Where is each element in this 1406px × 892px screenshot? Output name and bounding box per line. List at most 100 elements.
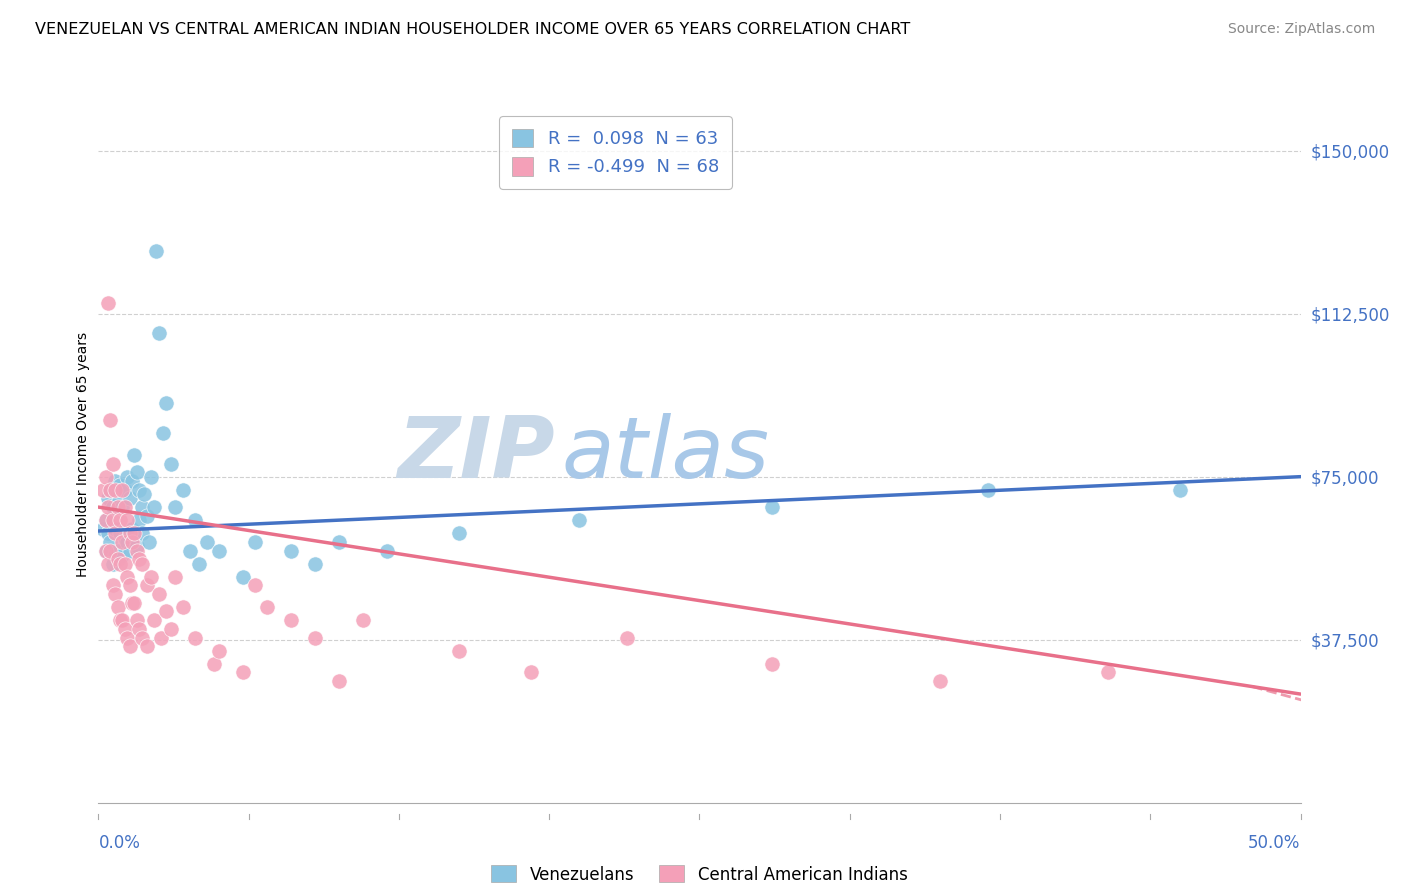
Y-axis label: Householder Income Over 65 years: Householder Income Over 65 years xyxy=(76,333,90,577)
Point xyxy=(195,535,218,549)
Point xyxy=(111,483,134,497)
Point xyxy=(352,613,374,627)
Point xyxy=(108,478,131,492)
Point xyxy=(132,487,155,501)
Point xyxy=(94,543,117,558)
Legend: Venezuelans, Central American Indians: Venezuelans, Central American Indians xyxy=(484,857,915,892)
Point xyxy=(1097,665,1119,680)
Point xyxy=(104,522,127,536)
Point xyxy=(131,526,153,541)
Point xyxy=(107,496,129,510)
Point xyxy=(111,613,134,627)
Point xyxy=(128,513,150,527)
Point xyxy=(91,483,114,497)
Point xyxy=(125,539,148,553)
Text: ZIP: ZIP xyxy=(398,413,555,497)
Point xyxy=(104,526,127,541)
Point xyxy=(202,657,225,671)
Point xyxy=(101,557,124,571)
Point xyxy=(304,557,326,571)
Point xyxy=(108,526,131,541)
Point xyxy=(100,543,122,558)
Text: VENEZUELAN VS CENTRAL AMERICAN INDIAN HOUSEHOLDER INCOME OVER 65 YEARS CORRELATI: VENEZUELAN VS CENTRAL AMERICAN INDIAN HO… xyxy=(35,22,911,37)
Point xyxy=(118,526,141,541)
Point xyxy=(94,513,117,527)
Point xyxy=(128,483,150,497)
Point xyxy=(104,483,127,497)
Point xyxy=(172,600,194,615)
Point xyxy=(104,587,127,601)
Point xyxy=(149,631,172,645)
Point xyxy=(108,513,131,527)
Point xyxy=(208,643,231,657)
Point xyxy=(304,631,326,645)
Point xyxy=(183,631,205,645)
Point xyxy=(243,535,266,549)
Point xyxy=(121,474,143,488)
Point xyxy=(118,491,141,506)
Point xyxy=(159,457,181,471)
Point xyxy=(97,526,120,541)
Point xyxy=(232,570,254,584)
Point xyxy=(114,622,136,636)
Point xyxy=(128,552,150,566)
Point xyxy=(243,578,266,592)
Point xyxy=(375,543,398,558)
Text: Source: ZipAtlas.com: Source: ZipAtlas.com xyxy=(1227,22,1375,37)
Point xyxy=(117,513,139,527)
Point xyxy=(97,557,120,571)
Point xyxy=(124,526,146,541)
Point xyxy=(124,596,146,610)
Point xyxy=(148,587,170,601)
Point xyxy=(125,613,148,627)
Point xyxy=(135,639,157,653)
Point xyxy=(107,552,129,566)
Point xyxy=(117,469,139,483)
Point xyxy=(172,483,194,497)
Point xyxy=(141,570,163,584)
Point xyxy=(761,657,783,671)
Point xyxy=(94,543,117,558)
Text: 50.0%: 50.0% xyxy=(1249,834,1301,852)
Point xyxy=(94,513,117,527)
Point xyxy=(114,531,136,545)
Point xyxy=(111,500,134,514)
Point xyxy=(118,639,141,653)
Point xyxy=(117,570,139,584)
Point xyxy=(97,295,120,310)
Point xyxy=(97,491,120,506)
Text: 0.0%: 0.0% xyxy=(98,834,141,852)
Point xyxy=(111,535,134,549)
Point xyxy=(121,535,143,549)
Point xyxy=(107,500,129,514)
Point xyxy=(125,543,148,558)
Point xyxy=(101,513,124,527)
Point xyxy=(114,483,136,497)
Point xyxy=(128,622,150,636)
Point xyxy=(135,578,157,592)
Point xyxy=(520,665,543,680)
Point xyxy=(165,500,187,514)
Point xyxy=(100,483,122,497)
Point xyxy=(280,613,302,627)
Point xyxy=(155,396,177,410)
Point xyxy=(928,674,950,689)
Point xyxy=(447,643,470,657)
Point xyxy=(135,508,157,523)
Point xyxy=(111,548,134,562)
Point xyxy=(142,500,165,514)
Point xyxy=(208,543,231,558)
Text: atlas: atlas xyxy=(561,413,769,497)
Point xyxy=(165,570,187,584)
Point xyxy=(1170,483,1192,497)
Point xyxy=(121,522,143,536)
Point xyxy=(131,631,153,645)
Point xyxy=(232,665,254,680)
Point xyxy=(100,483,122,497)
Point xyxy=(108,557,131,571)
Point xyxy=(447,526,470,541)
Point xyxy=(118,543,141,558)
Point xyxy=(761,500,783,514)
Point xyxy=(107,543,129,558)
Point xyxy=(117,535,139,549)
